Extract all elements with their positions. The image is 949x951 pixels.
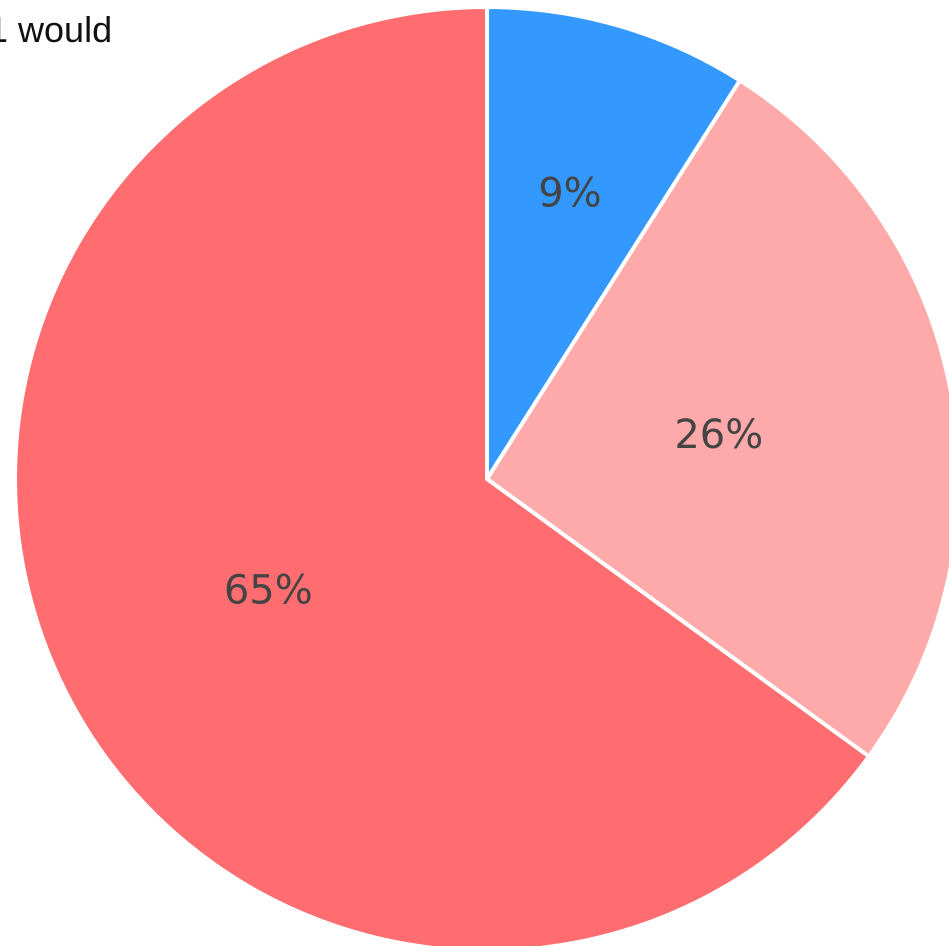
pie-slice-65	[13, 5, 871, 951]
slice-label-65: 65%	[224, 567, 313, 613]
pie-slice-9	[485, 5, 742, 481]
slice-label-9: 9%	[538, 170, 601, 216]
pie-slice-26	[485, 78, 949, 759]
partial-caption-text: 1 would	[0, 9, 113, 50]
slice-label-26: 26%	[674, 412, 763, 458]
